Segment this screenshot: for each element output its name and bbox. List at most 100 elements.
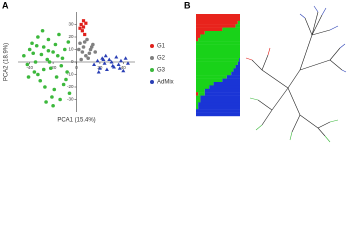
bar-segment	[196, 54, 240, 59]
bar-segment	[200, 34, 240, 38]
bar-segment	[196, 31, 205, 35]
y-tick-label: 10	[68, 47, 74, 52]
bar-segment	[196, 27, 223, 32]
point	[110, 63, 115, 68]
bar-segment	[196, 17, 240, 21]
point	[118, 58, 123, 63]
bar-segment	[226, 75, 240, 79]
point	[97, 66, 102, 70]
bar-segment	[196, 24, 236, 28]
legend-marker	[150, 68, 154, 72]
bar-segment	[196, 41, 240, 45]
point	[104, 67, 109, 71]
point	[47, 60, 52, 64]
point	[102, 61, 107, 65]
point	[101, 57, 106, 61]
point	[79, 57, 83, 62]
bar-segment	[196, 78, 223, 83]
point	[92, 62, 97, 66]
point	[48, 66, 53, 71]
point	[121, 68, 126, 73]
point	[59, 63, 64, 68]
bar-segment	[196, 75, 227, 79]
bar-segment	[222, 78, 240, 83]
legend-marker	[150, 56, 154, 60]
point	[53, 42, 58, 47]
point	[64, 77, 68, 82]
bar-segment	[231, 71, 240, 76]
bar-segment	[196, 14, 240, 18]
point	[81, 25, 86, 29]
bar-segment	[196, 20, 238, 25]
point	[93, 50, 98, 54]
point	[78, 41, 82, 46]
legend-label: G2	[157, 56, 166, 62]
point	[96, 70, 101, 74]
legend-label: G1	[157, 44, 166, 50]
point	[84, 21, 88, 25]
x-tick-label: -40	[26, 65, 33, 70]
point	[84, 53, 88, 58]
y-tick-label: 20	[68, 34, 74, 39]
point	[77, 47, 81, 52]
point	[36, 35, 40, 39]
point	[61, 82, 66, 87]
point	[79, 22, 83, 27]
point	[117, 66, 122, 70]
point	[60, 56, 65, 61]
panel-label: A	[2, 0, 9, 10]
y-tick-label: 0	[71, 59, 74, 64]
point	[87, 51, 92, 56]
legend-marker	[150, 44, 154, 48]
y-tick-label: -10	[67, 72, 74, 77]
point	[30, 41, 34, 46]
point	[63, 47, 67, 52]
bar-segment	[204, 92, 240, 96]
x-tick-label: 0	[75, 65, 78, 70]
bar-segment	[237, 20, 240, 25]
point	[66, 40, 71, 44]
point	[39, 52, 44, 57]
bar-segment	[196, 85, 210, 89]
point	[40, 28, 45, 33]
bar-segment	[237, 61, 240, 66]
point	[78, 26, 82, 30]
point	[80, 50, 85, 54]
bar-segment	[196, 112, 240, 117]
x-tick-label: 40	[121, 65, 127, 70]
point	[52, 87, 57, 92]
bar-segment	[196, 102, 199, 106]
legend-marker	[150, 80, 154, 84]
point	[46, 48, 51, 53]
y-tick-label: -30	[67, 97, 74, 102]
point	[81, 45, 86, 49]
point	[114, 55, 119, 59]
bar-segment	[196, 34, 201, 38]
point	[44, 100, 48, 104]
dendrogram	[245, 5, 347, 143]
point	[45, 57, 50, 62]
point	[36, 72, 40, 77]
point	[50, 95, 54, 99]
point	[31, 51, 36, 56]
bar-segment	[235, 24, 240, 28]
bar-segment	[196, 109, 240, 113]
point	[125, 61, 130, 65]
bar-segment	[200, 95, 240, 100]
bar-segment	[196, 48, 240, 52]
bar-segment	[222, 27, 240, 32]
point	[107, 57, 112, 61]
bar-segment	[239, 58, 240, 62]
point	[51, 50, 55, 54]
bar-segment	[196, 92, 199, 96]
bar-segment	[196, 105, 199, 110]
point	[82, 40, 87, 44]
point	[65, 70, 69, 74]
point	[58, 97, 62, 102]
bar-segment	[235, 65, 240, 69]
point	[103, 53, 108, 58]
point	[41, 45, 46, 49]
point	[34, 43, 39, 48]
bar-segment	[196, 68, 234, 72]
